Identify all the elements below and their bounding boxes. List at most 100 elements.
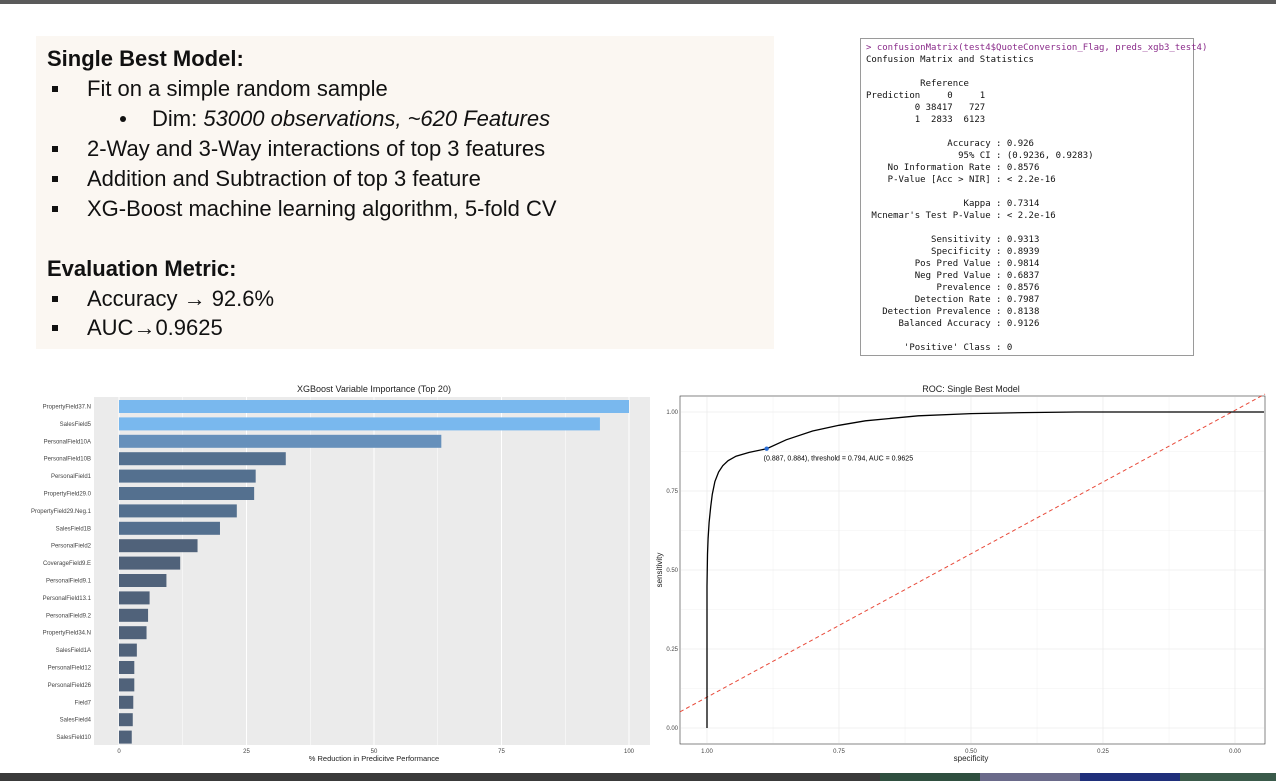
console-line: Mcnemar's Test P-Value : < 2.2e-16 — [866, 211, 1056, 221]
importance-chart-svg: XGBoost Variable Importance (Top 20) Pro… — [31, 384, 654, 763]
importance-chart: XGBoost Variable Importance (Top 20) Pro… — [30, 380, 654, 765]
importance-category-label: PersonalField10A — [44, 439, 91, 445]
importance-category-label: CoverageField9.E — [43, 561, 91, 567]
sub-bullet-italic: 53000 observations, ~620 Features — [203, 106, 551, 131]
sub-bullet-marker — [120, 116, 126, 122]
console-line: Prevalence : 0.8576 — [866, 283, 1040, 293]
importance-category-label: SalesField1B — [56, 526, 91, 532]
console-line: 95% CI : (0.9236, 0.9283) — [866, 151, 1094, 161]
bullet-marker — [52, 296, 58, 302]
importance-x-tick: 0 — [117, 749, 121, 755]
roc-x-tick: 0.00 — [1229, 749, 1241, 755]
console-line: Kappa : 0.7314 — [866, 199, 1040, 209]
roc-x-axis-label: specificity — [954, 754, 989, 763]
console-line: Reference — [866, 79, 969, 89]
roc-y-tick: 1.00 — [666, 410, 678, 416]
importance-bar — [119, 678, 135, 692]
bullet-auc: AUC→0.9625 — [87, 315, 223, 340]
console-line: Balanced Accuracy : 0.9126 — [866, 319, 1040, 329]
console-line: Detection Rate : 0.7987 — [866, 295, 1040, 305]
importance-x-axis-label: % Reduction in Predicitve Performance — [309, 754, 439, 763]
importance-bar — [119, 591, 150, 605]
importance-plot-panel — [94, 397, 654, 745]
importance-bar — [119, 574, 167, 587]
roc-x-tick: 0.25 — [1097, 749, 1109, 755]
importance-chart-title: XGBoost Variable Importance (Top 20) — [297, 384, 451, 394]
sub-bullet-dim: Dim: 53000 observations, ~620 Features — [152, 106, 550, 132]
importance-category-label: PersonalField9.2 — [46, 613, 92, 619]
importance-bar — [119, 643, 137, 657]
importance-bar — [119, 434, 442, 448]
sub-bullet-prefix: Dim: — [152, 106, 204, 131]
bullet-xgboost: XG-Boost machine learning algorithm, 5-f… — [87, 196, 557, 221]
importance-category-label: SalesField5 — [60, 422, 92, 428]
roc-curve — [706, 411, 1264, 728]
importance-bar — [119, 626, 147, 640]
importance-x-tick: 75 — [498, 749, 505, 755]
importance-category-label: PersonalField13.1 — [43, 596, 92, 602]
roc-x-tick: 0.50 — [965, 749, 977, 755]
console-output: > confusionMatrix(test4$QuoteConversion_… — [860, 38, 1207, 356]
summary-panel: Single Best Model: Fit on a simple rando… — [36, 36, 774, 349]
roc-y-axis-label: sensitivity — [655, 553, 664, 588]
importance-bar — [119, 417, 600, 431]
roc-threshold-marker — [764, 446, 769, 451]
console-line: Neg Pred Value : 0.6837 — [866, 271, 1040, 281]
top-border — [0, 0, 1276, 4]
roc-chart: ROC: Single Best Model 1.00 0.75 0.50 0.25 0… — [652, 380, 1272, 765]
roc-x-tick: 1.00 — [701, 749, 713, 755]
roc-y-tick: 0.50 — [666, 568, 678, 574]
console-line: No Information Rate : 0.8576 — [866, 163, 1040, 173]
model-heading: Single Best Model: — [47, 46, 244, 71]
importance-category-label: PersonalField26 — [48, 683, 92, 689]
roc-x-tick: 0.75 — [833, 749, 845, 755]
importance-category-label: PropertyField37.N — [43, 405, 91, 411]
console-line: 0 38417 727 — [866, 103, 986, 113]
bullet-marker — [52, 206, 58, 212]
importance-category-label: PropertyField29.0 — [44, 492, 92, 498]
importance-bars — [119, 400, 629, 744]
console-line: 'Positive' Class : 0 — [866, 343, 1013, 353]
importance-x-tick: 50 — [371, 749, 378, 755]
bullet-accuracy: Accuracy → 92.6% — [87, 286, 275, 311]
importance-category-label: Field7 — [75, 700, 92, 706]
importance-bar — [119, 695, 134, 709]
console-line: Specificity : 0.8939 — [866, 247, 1040, 257]
importance-bar — [119, 521, 220, 535]
importance-category-label: PropertyField29.Neg.1 — [31, 509, 92, 515]
bullet-interactions: 2-Way and 3-Way interactions of top 3 fe… — [87, 136, 546, 161]
importance-category-label: SalesField1A — [56, 648, 91, 654]
console-line: Prediction 0 1 — [866, 91, 986, 101]
bottom-bar-segment — [980, 773, 1080, 781]
importance-bar — [119, 400, 629, 413]
roc-chart-svg: ROC: Single Best Model 1.00 0.75 0.50 0.25 0… — [655, 384, 1266, 763]
roc-y-tick: 0.75 — [666, 489, 678, 495]
importance-category-label: PersonalField10B — [44, 457, 91, 463]
importance-bar — [119, 504, 237, 518]
bottom-bar-segment — [1180, 773, 1276, 781]
console-line: 1 2833 6123 — [866, 115, 986, 125]
importance-category-label: SalesField10 — [56, 735, 91, 741]
bottom-bar-segment — [1080, 773, 1180, 781]
roc-chart-title: ROC: Single Best Model — [922, 384, 1020, 394]
console-line: Detection Prevalence : 0.8138 — [866, 307, 1040, 317]
console-line: Accuracy : 0.926 — [866, 139, 1034, 149]
importance-x-tick: 25 — [243, 749, 250, 755]
roc-axis-ticks: 1.00 0.75 0.50 0.25 0.00 0.00 0.25 0.50 0.75 1.00 — [666, 410, 1241, 755]
console-line: P-Value [Acc > NIR] : < 2.2e-16 — [866, 175, 1056, 185]
importance-category-label: PersonalField12 — [48, 666, 92, 672]
roc-y-tick: 0.25 — [666, 647, 678, 653]
importance-category-label: PropertyField34.N — [43, 631, 91, 637]
console-line: Pos Pred Value : 0.9814 — [866, 259, 1040, 269]
importance-category-labels: PropertyField37.N SalesField5 PersonalFiel… — [31, 405, 92, 742]
bullet-marker — [52, 146, 58, 152]
console-command: > confusionMatrix(test4$QuoteConversion_… — [866, 43, 1208, 53]
importance-bar — [119, 452, 286, 466]
importance-x-tick: 100 — [624, 749, 635, 755]
importance-bar — [119, 556, 181, 570]
importance-category-label: PersonalField1 — [51, 474, 92, 480]
bottom-bar-segment — [880, 773, 980, 781]
importance-bar — [119, 539, 198, 553]
importance-x-ticks: 0 25 50 75 100 — [117, 749, 634, 755]
metric-heading: Evaluation Metric: — [47, 256, 237, 281]
